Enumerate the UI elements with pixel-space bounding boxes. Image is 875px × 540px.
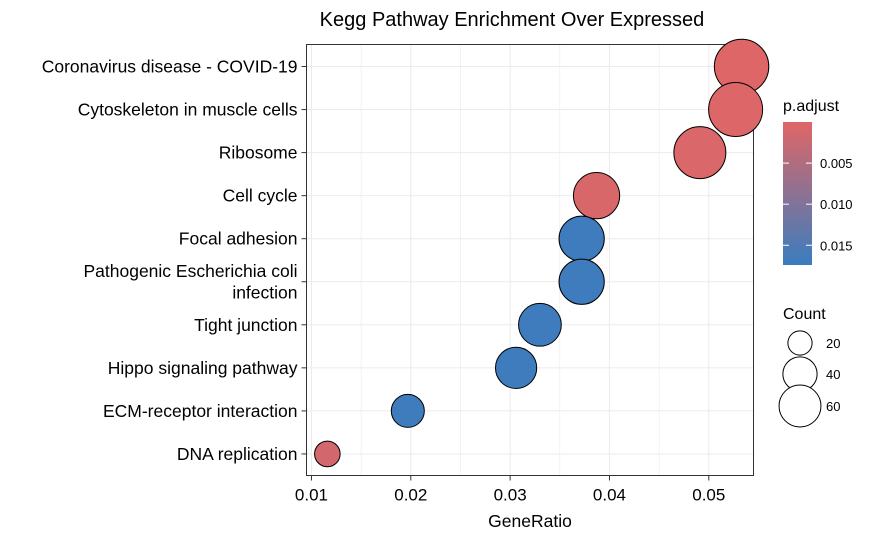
size-legend-label: 40 (826, 367, 840, 382)
point (390, 393, 425, 428)
category-label: ECM-receptor interaction (103, 401, 298, 421)
color-legend-label: 0.005 (820, 156, 853, 171)
category-label: Hippo signaling pathway (108, 358, 298, 378)
category-label: Pathogenic Escherichia coli infection (83, 261, 297, 303)
point (558, 258, 605, 305)
y-axis-ticks: Coronavirus disease - COVID-19 Cytoskelet… (42, 57, 307, 464)
point (708, 82, 764, 138)
color-legend-bar (783, 122, 812, 265)
category-label: Cell cycle (223, 186, 298, 206)
category-label: DNA replication (177, 444, 298, 464)
color-legend-label: 0.010 (820, 197, 853, 212)
category-label: Cytoskeleton in muscle cells (78, 100, 298, 120)
size-legend-key (787, 330, 813, 356)
x-axis-ticks: 0.01 0.02 0.03 0.04 0.05 (295, 475, 725, 505)
color-legend-label: 0.015 (820, 238, 853, 253)
size-legend-key (778, 384, 822, 428)
point (673, 126, 727, 180)
points (314, 38, 770, 468)
category-label: Focal adhesion (179, 229, 298, 249)
category-label: Coronavirus disease - COVID-19 (42, 57, 298, 77)
point (572, 172, 621, 220)
x-tick-label: 0.03 (494, 486, 527, 505)
point (494, 346, 538, 389)
x-tick-label: 0.05 (692, 486, 725, 505)
x-tick-label: 0.04 (593, 486, 626, 505)
category-label: Tight junction (194, 315, 297, 335)
point (558, 215, 605, 262)
x-tick-label: 0.02 (394, 486, 427, 505)
grid-lines (306, 44, 754, 476)
x-axis-title: GeneRatio (488, 511, 572, 531)
size-legend-label: 60 (826, 399, 840, 414)
color-legend: p.adjust 0.005 0.010 0.015 (783, 98, 853, 265)
color-legend-title: p.adjust (783, 98, 840, 115)
color-legend-ticks: 0.005 0.010 0.015 (783, 156, 853, 253)
point (314, 440, 341, 468)
size-legend: Count 20 40 60 (778, 306, 840, 428)
category-label: Ribosome (219, 143, 298, 163)
chart-title: Kegg Pathway Enrichment Over Expressed (320, 9, 705, 31)
size-legend-title: Count (783, 306, 826, 323)
x-tick-label: 0.01 (295, 486, 328, 505)
point (518, 302, 562, 347)
plot-panel-border (306, 44, 754, 476)
size-legend-keys: 20 40 60 (778, 330, 840, 428)
size-legend-label: 20 (826, 336, 840, 351)
